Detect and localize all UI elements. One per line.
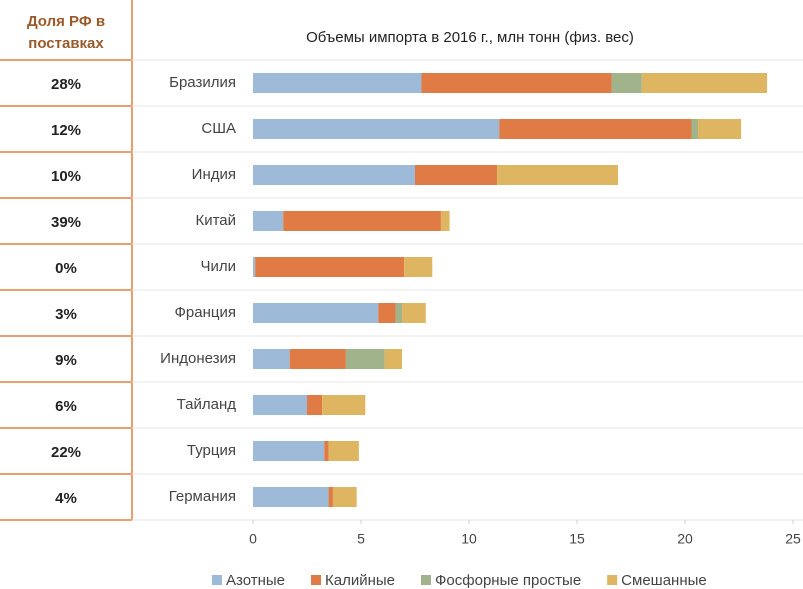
bar-segment: [641, 73, 768, 93]
bar-segment: [611, 73, 642, 93]
x-tick-label: 15: [569, 531, 585, 547]
x-tick-label: 25: [785, 531, 801, 547]
bar-segment: [253, 211, 284, 231]
bar-segment: [253, 257, 256, 277]
legend-swatch: [421, 575, 432, 585]
y-tick-label: Индия: [192, 166, 236, 183]
legend-label: Смешанные: [621, 572, 707, 589]
y-tick-label: Чили: [200, 258, 236, 275]
bar-segment: [253, 303, 379, 323]
bar-segment: [499, 119, 692, 139]
y-tick-label: Тайланд: [177, 396, 237, 413]
y-tick-label: Китай: [195, 212, 236, 229]
share-label: 39%: [51, 214, 81, 231]
bar-segment: [402, 303, 426, 323]
share-label: 22%: [51, 444, 81, 461]
share-label: 28%: [51, 76, 81, 93]
bar-segment: [328, 441, 359, 461]
bar-segment: [253, 165, 415, 185]
bar-segment: [253, 395, 307, 415]
bar-segment: [253, 73, 422, 93]
legend-swatch: [607, 575, 618, 585]
bar-segment: [691, 119, 698, 139]
bar-segment: [421, 73, 612, 93]
bar-segment: [697, 119, 742, 139]
bar-segment: [253, 441, 325, 461]
x-tick-label: 5: [357, 531, 365, 547]
share-header: Доля РФ в поставках: [27, 13, 105, 52]
bar-segment: [289, 349, 346, 369]
bar-segment: [440, 211, 450, 231]
y-tick-label: Бразилия: [169, 74, 236, 91]
bar-segment: [404, 257, 433, 277]
bar-segment: [253, 119, 500, 139]
legend-label: Азотные: [226, 572, 285, 589]
bar-segment: [497, 165, 619, 185]
chart-title: Объемы импорта в 2016 г., млн тонн (физ.…: [306, 29, 634, 46]
share-label: 0%: [55, 260, 77, 277]
bar-segment: [324, 441, 329, 461]
bar-segment: [415, 165, 498, 185]
bar-segment: [253, 349, 290, 369]
x-tick-label: 0: [249, 531, 257, 547]
share-label: 6%: [55, 398, 77, 415]
legend-swatch: [311, 575, 322, 585]
bar-segment: [384, 349, 403, 369]
bar-segment: [255, 257, 405, 277]
bar-segment: [378, 303, 396, 323]
bar-segment: [283, 211, 441, 231]
share-label: 4%: [55, 490, 77, 507]
share-label: 3%: [55, 306, 77, 323]
share-label: 10%: [51, 168, 81, 185]
bar-segment: [253, 487, 329, 507]
bar-segment: [328, 487, 333, 507]
share-label: 12%: [51, 122, 81, 139]
y-tick-label: США: [201, 120, 236, 137]
y-tick-label: Индонезия: [160, 350, 236, 367]
y-tick-label: Франция: [175, 304, 236, 321]
legend-label: Калийные: [325, 572, 395, 589]
y-tick-label: Турция: [187, 442, 236, 459]
share-label: 9%: [55, 352, 77, 369]
legend-label: Фосфорные простые: [435, 572, 581, 589]
bar-segment: [332, 487, 357, 507]
legend-swatch: [212, 575, 222, 585]
y-tick-label: Германия: [169, 488, 236, 505]
bar-segment: [322, 395, 366, 415]
x-tick-label: 20: [677, 531, 693, 547]
bar-segment: [345, 349, 385, 369]
bar-segment: [307, 395, 323, 415]
bar-segment: [395, 303, 403, 323]
x-tick-label: 10: [461, 531, 477, 547]
